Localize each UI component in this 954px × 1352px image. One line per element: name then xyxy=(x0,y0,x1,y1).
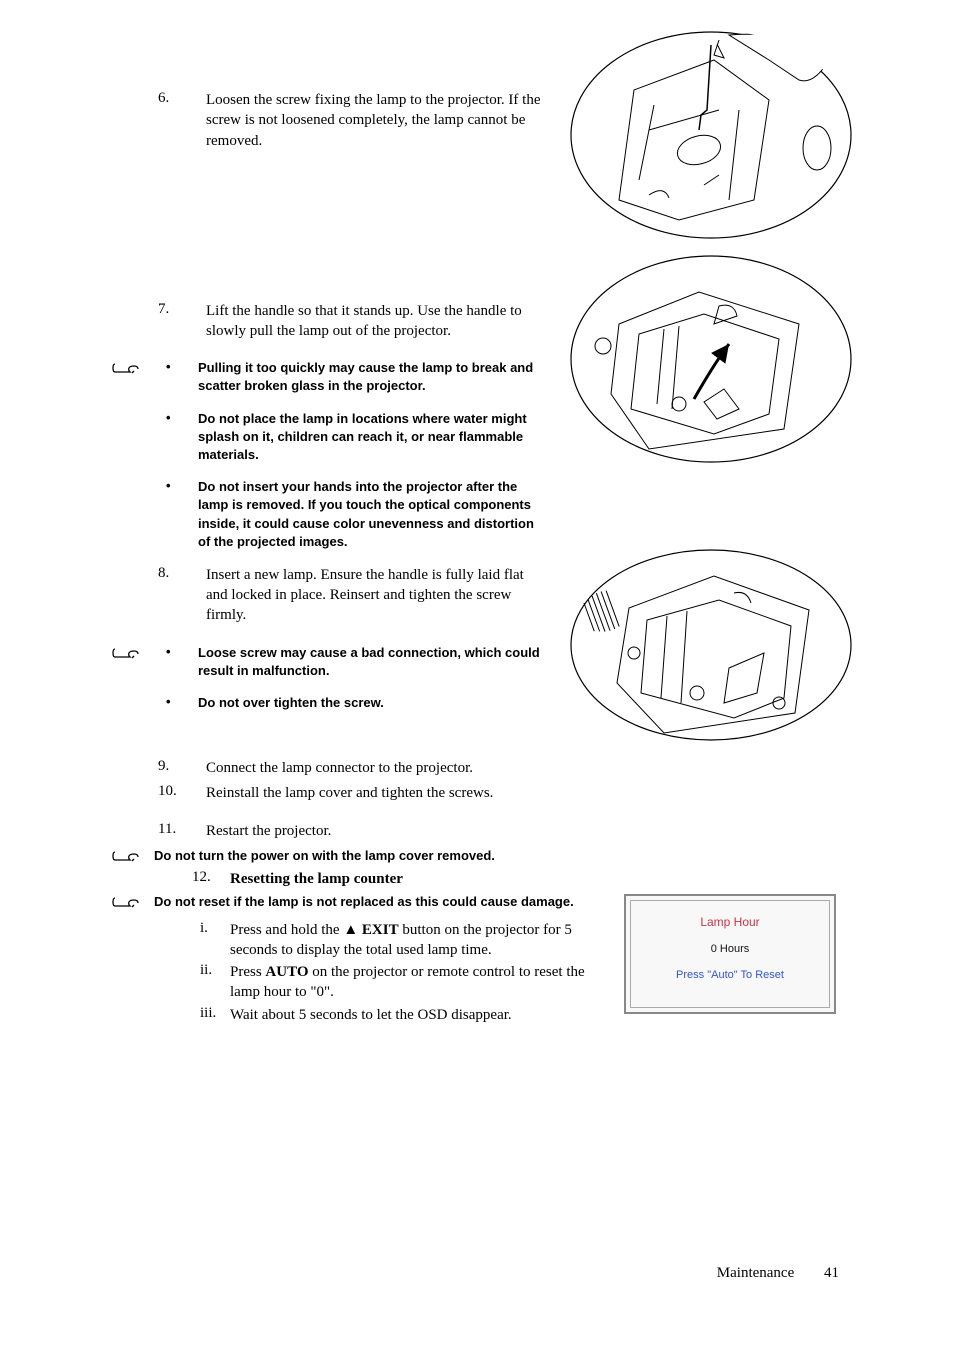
footer-page: 41 xyxy=(824,1265,839,1281)
substep-iii-text: Wait about 5 seconds to let the OSD disa… xyxy=(230,1005,512,1025)
step-8-number: 8. xyxy=(158,565,206,582)
warning-1: Pulling it too quickly may cause the lam… xyxy=(198,359,548,395)
warning-5: Do not over tighten the screw. xyxy=(198,694,384,712)
lamp-hour-osd: Lamp Hour 0 Hours Press "Auto" To Reset xyxy=(624,894,836,1014)
warning-4: Loose screw may cause a bad connection, … xyxy=(198,644,548,680)
substep-ii-num: ii. xyxy=(200,962,230,1003)
lamp-title: Lamp Hour xyxy=(639,915,821,929)
lamp-reset-text: Press "Auto" To Reset xyxy=(639,969,821,981)
warning-3: Do not insert your hands into the projec… xyxy=(198,478,548,551)
note-icon xyxy=(112,895,140,909)
note-icon xyxy=(112,849,140,863)
note-icon xyxy=(112,646,140,660)
warning-2: Do not place the lamp in locations where… xyxy=(198,410,548,465)
step-11-text: Restart the projector. xyxy=(206,821,331,841)
step-12-label: Resetting the lamp counter xyxy=(230,869,403,889)
substep-iii-num: iii. xyxy=(200,1005,230,1025)
lamp-hours: 0 Hours xyxy=(639,943,821,955)
bullet: • xyxy=(166,359,198,395)
warning-6: Do not turn the power on with the lamp c… xyxy=(130,847,844,865)
step-6-number: 6. xyxy=(158,90,206,107)
substep-i-text: Press and hold the ▲ EXIT button on the … xyxy=(230,920,610,961)
step-11-number: 11. xyxy=(158,821,206,838)
bullet: • xyxy=(166,694,198,712)
substep-i-num: i. xyxy=(200,920,230,961)
note-icon xyxy=(112,361,140,375)
step-12-number: 12. xyxy=(192,869,230,889)
step-7-number: 7. xyxy=(158,301,206,318)
footer-label: Maintenance xyxy=(717,1265,794,1281)
step-9-text: Connect the lamp connector to the projec… xyxy=(206,758,473,778)
step-9-number: 9. xyxy=(158,758,206,775)
step-8-text: Insert a new lamp. Ensure the handle is … xyxy=(206,565,546,626)
bullet: • xyxy=(166,410,198,465)
bullet: • xyxy=(166,478,198,551)
step-7-text: Lift the handle so that it stands up. Us… xyxy=(206,301,546,342)
bullet: • xyxy=(166,644,198,680)
footer: Maintenance 41 xyxy=(717,1265,839,1282)
step-10-text: Reinstall the lamp cover and tighten the… xyxy=(206,783,493,803)
step-6-text: Loosen the screw fixing the lamp to the … xyxy=(206,90,546,151)
step-10-number: 10. xyxy=(158,783,206,800)
warning-7: Do not reset if the lamp is not replaced… xyxy=(130,893,590,911)
substep-ii-text: Press AUTO on the projector or remote co… xyxy=(230,962,610,1003)
